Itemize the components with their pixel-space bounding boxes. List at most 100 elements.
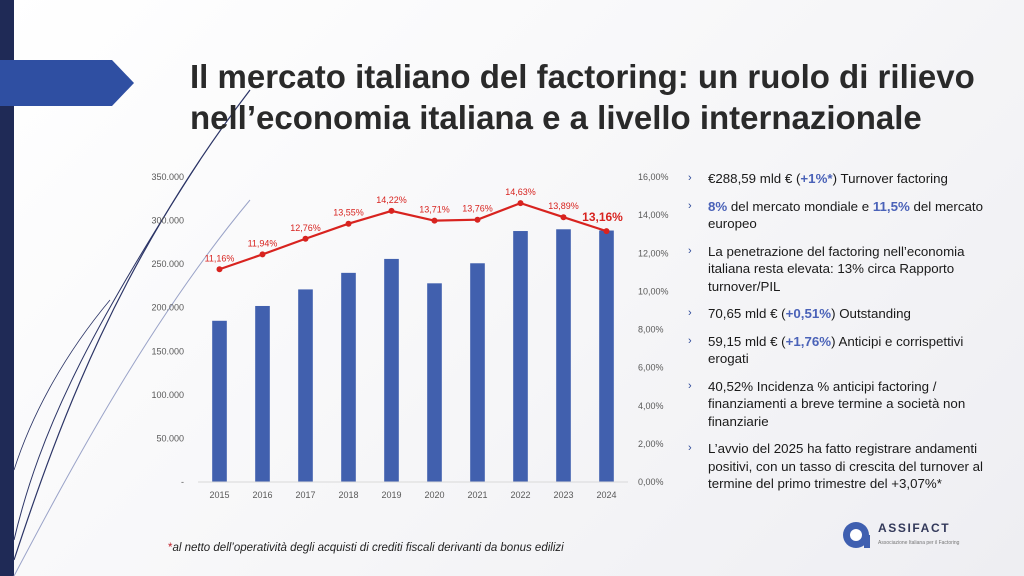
x-axis-tick-label: 2017 — [295, 490, 315, 500]
bar — [513, 231, 528, 482]
bar — [470, 263, 485, 482]
title-line-2: nell’economia italiana e a livello inter… — [190, 99, 922, 136]
bullet-text: 70,65 mld € ( — [708, 306, 786, 321]
slide-title: Il mercato italiano del factoring: un ru… — [190, 56, 990, 138]
bullet-marker-icon: › — [688, 244, 692, 257]
bullet-text: 40,52% Incidenza % anticipi factoring / … — [708, 378, 966, 429]
highlight-value: 8% — [708, 198, 728, 214]
y-axis-tick-label: 100.000 — [151, 390, 184, 400]
bullet-text: del mercato europeo — [708, 198, 983, 232]
y-axis-tick-label: 350.000 — [151, 172, 184, 182]
x-axis-tick-label: 2019 — [381, 490, 401, 500]
bullet-marker-icon: › — [688, 379, 692, 392]
bullet-item: › €288,59 mld € (+1%*) Turnover factoring — [686, 170, 996, 188]
x-axis-tick-label: 2020 — [424, 490, 444, 500]
bar — [341, 272, 356, 482]
line-data-label: 13,55% — [333, 208, 364, 218]
highlight-value: 11,5% — [872, 198, 910, 214]
bullet-text: La penetrazione del factoring nell’econo… — [708, 243, 965, 294]
y2-axis-tick-label: 6,00% — [638, 363, 664, 373]
bullet-text: del mercato mondiale e — [727, 198, 873, 214]
title-line-1: Il mercato italiano del factoring: un ru… — [190, 58, 975, 95]
bullet-item: › 40,52% Incidenza % anticipi factoring /… — [686, 378, 996, 431]
x-axis-tick-label: 2018 — [338, 490, 358, 500]
bullet-marker-icon: › — [688, 307, 692, 319]
x-axis-tick-label: 2015 — [209, 490, 229, 500]
line-point — [216, 266, 223, 273]
bullet-item: › L’avvio del 2025 ha fatto registrare an… — [686, 440, 996, 493]
left-decorative-band — [0, 0, 14, 576]
bullet-marker-icon: › — [688, 172, 692, 184]
bullet-text: L’avvio del 2025 ha fatto registrare and… — [708, 441, 983, 491]
bar — [556, 229, 571, 482]
line-point — [560, 214, 567, 221]
title-arrow-shape — [0, 60, 134, 106]
line-data-label: 11,16% — [205, 253, 235, 263]
line-point — [345, 220, 352, 227]
y-axis-tick-label: - — [181, 477, 184, 487]
bullet-text: 59,15 mld € ( — [708, 333, 786, 349]
turnover-chart: - 50.000 100.000 150.000 200.000 250.000 300.0… — [151, 172, 669, 500]
bullet-marker-icon: › — [688, 442, 692, 454]
y2-axis-tick-label: 16,00% — [638, 172, 669, 182]
bullet-text: ) Anticipi e corrispettivi erogati — [708, 333, 964, 367]
line-data-label: 14,63% — [505, 187, 536, 197]
x-axis-tick-label: 2024 — [596, 490, 616, 500]
assifact-logo: ASSIFACT Associazione Italiana per il Fa… — [840, 518, 1000, 558]
key-figures-list: › €288,59 mld € (+1%*) Turnover factoring… — [686, 170, 996, 503]
line-data-label: 11,94% — [248, 238, 278, 248]
y-axis-tick-label: 300.000 — [151, 216, 184, 226]
bullet-item: › La penetrazione del factoring nell’econ… — [686, 243, 996, 296]
bullet-item: › 8% del mercato mondiale e 11,5% del mer… — [686, 198, 996, 233]
bar — [255, 305, 270, 482]
y-axis-tick-label: 150.000 — [151, 346, 184, 356]
y2-axis-tick-label: 12,00% — [638, 248, 669, 258]
x-axis-tick-label: 2022 — [510, 490, 530, 500]
logo-name: ASSIFACT — [878, 521, 951, 535]
line-point — [517, 200, 524, 207]
line-data-label: 12,76% — [290, 223, 321, 233]
footnote-text: al netto dell’operatività degli acquisti… — [172, 542, 564, 554]
line-point — [302, 235, 309, 242]
bullet-item: › 70,65 mld € (+0,51%) Outstanding — [686, 305, 996, 323]
y2-axis-tick-label: 0,00% — [638, 477, 664, 487]
x-axis-tick-label: 2021 — [467, 490, 487, 500]
footnote-star: * — [168, 542, 173, 554]
highlight-value: +0,51% — [785, 306, 832, 321]
line-point — [259, 251, 266, 258]
highlight-value: +1%* — [800, 171, 833, 186]
x-axis-tick-label: 2023 — [553, 490, 573, 500]
assifact-logo-mark — [843, 522, 870, 548]
y-axis-tick-label: 250.000 — [151, 259, 184, 269]
highlight-value: +1,76% — [785, 333, 832, 349]
line-point — [603, 228, 610, 235]
line-data-label: 13,71% — [419, 205, 450, 215]
y2-axis-tick-label: 4,00% — [638, 401, 664, 411]
bar — [427, 283, 442, 482]
bar — [212, 320, 227, 482]
line-data-label: 13,89% — [548, 201, 579, 211]
bar — [298, 289, 313, 482]
y2-axis-tick-label: 2,00% — [638, 439, 664, 449]
bullet-marker-icon: › — [688, 334, 692, 347]
y2-axis-tick-label: 8,00% — [638, 325, 664, 335]
bar — [599, 230, 614, 482]
bullet-text: ) Outstanding — [831, 306, 911, 321]
line-data-label: 13,16% — [582, 210, 623, 224]
series-line — [219, 201, 607, 271]
bullet-text: €288,59 mld € ( — [708, 171, 801, 186]
bar — [384, 258, 399, 482]
line-data-label: 13,76% — [462, 204, 493, 214]
bullet-text: ) Turnover factoring — [832, 171, 948, 186]
bullet-marker-icon: › — [688, 199, 692, 212]
y-axis-tick-label: 200.000 — [151, 303, 184, 313]
line-point — [431, 217, 438, 224]
y2-axis-tick-label: 10,00% — [638, 286, 669, 296]
bullet-item: › 59,15 mld € (+1,76%) Anticipi e corrisp… — [686, 333, 996, 368]
x-axis-tick-label: 2016 — [252, 490, 272, 500]
line-point — [388, 207, 395, 214]
y-axis-tick-label: 50.000 — [156, 433, 184, 443]
line-point — [474, 216, 481, 223]
line-data-label: 14,22% — [376, 195, 407, 205]
